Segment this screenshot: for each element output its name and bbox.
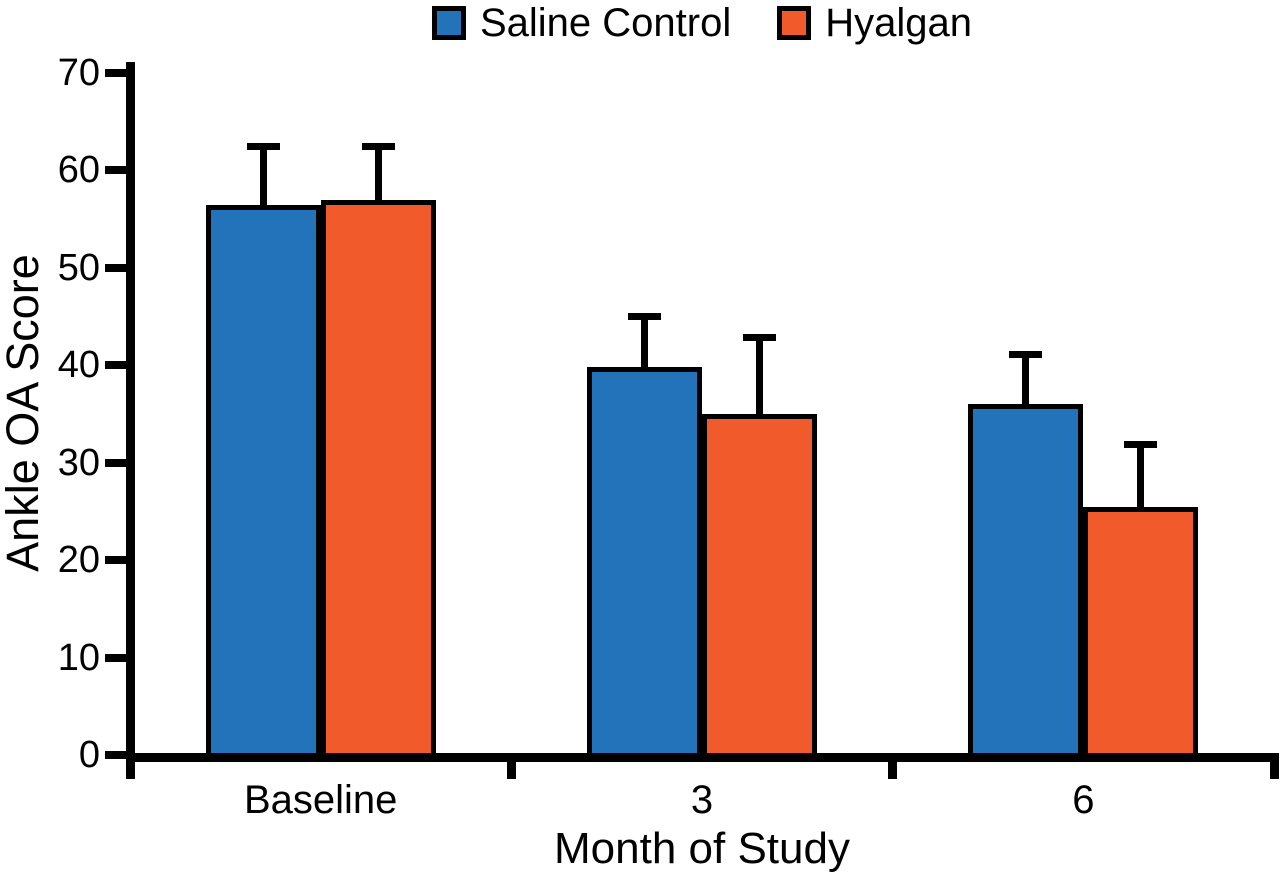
y-axis-tick xyxy=(105,556,127,565)
error-bar-stem xyxy=(1137,447,1145,510)
x-category-label-baseline: Baseline xyxy=(243,778,398,822)
legend-label-saline-control: Saline Control xyxy=(479,1,732,45)
x-axis-tick xyxy=(1269,753,1279,779)
y-tick-label: 70 xyxy=(57,52,100,94)
error-bar-cap xyxy=(1009,351,1043,359)
bar-hyalgan-6 xyxy=(1083,506,1199,758)
error-bar-cap xyxy=(246,142,280,150)
error-bar-cap xyxy=(1124,441,1158,449)
y-axis-tick xyxy=(105,361,127,370)
y-tick-label: 60 xyxy=(57,149,100,192)
y-tick-label: 0 xyxy=(78,734,100,776)
x-axis-tick xyxy=(888,753,898,779)
y-axis-tick xyxy=(105,166,127,175)
hyalgan-swatch-icon xyxy=(777,6,812,40)
bar-hyalgan-3 xyxy=(702,414,817,758)
y-tick-label: 50 xyxy=(57,246,100,289)
y-tick-label: 10 xyxy=(57,636,100,679)
error-bar-stem xyxy=(1022,357,1030,408)
y-axis-tick xyxy=(105,263,127,272)
y-axis-tick xyxy=(105,653,127,662)
x-category-label-3: 3 xyxy=(690,778,714,822)
y-tick-label: 40 xyxy=(57,344,100,387)
x-category-label-6: 6 xyxy=(1072,778,1095,822)
error-bar-stem xyxy=(641,318,648,371)
legend: Saline Control Hyalgan xyxy=(130,0,1274,46)
legend-item-saline-control: Saline Control xyxy=(431,1,732,45)
error-bar-stem xyxy=(756,339,763,417)
x-axis-tick xyxy=(506,753,516,779)
error-bar-cap xyxy=(361,142,395,150)
bar-saline-control-3 xyxy=(587,367,702,758)
y-axis-tick xyxy=(105,751,127,759)
y-axis-tick xyxy=(105,458,127,467)
x-axis-title: Month of Study xyxy=(554,824,850,873)
x-axis-tick xyxy=(125,753,135,779)
legend-label-hyalgan: Hyalgan xyxy=(825,1,972,45)
error-bar-cap xyxy=(628,312,661,320)
bar-saline-control-6 xyxy=(968,404,1084,758)
y-tick-label: 30 xyxy=(57,441,100,484)
y-axis-line xyxy=(126,62,135,762)
bar-saline-control-baseline xyxy=(205,204,321,758)
y-tick-label: 20 xyxy=(57,539,100,582)
bar-hyalgan-baseline xyxy=(320,199,436,758)
x-axis-line xyxy=(126,753,1274,762)
error-bar-stem xyxy=(374,148,382,203)
error-bar-stem xyxy=(259,148,267,208)
saline-control-swatch-icon xyxy=(431,6,466,40)
y-axis-tick xyxy=(105,69,127,77)
legend-item-hyalgan: Hyalgan xyxy=(777,1,972,45)
error-bar-cap xyxy=(743,333,776,341)
y-axis-title: Ankle OA Score xyxy=(0,254,48,572)
